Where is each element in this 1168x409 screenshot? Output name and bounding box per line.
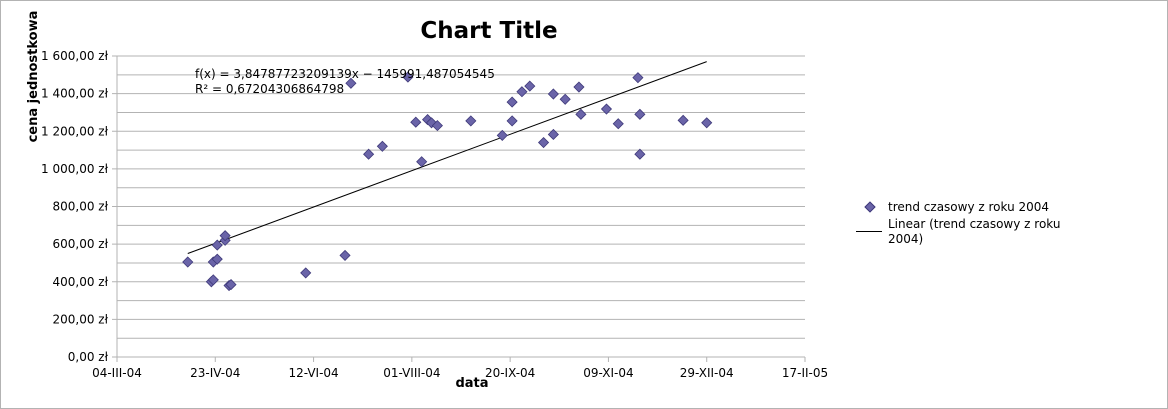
x-tick-label: 23-IV-04 xyxy=(190,366,240,380)
data-point xyxy=(376,140,388,152)
y-tick-label: 800,00 zł xyxy=(52,200,108,214)
data-point xyxy=(701,117,713,129)
trend-line xyxy=(187,61,707,255)
legend-label-scatter: trend czasowy z roku 2004 xyxy=(888,200,1050,214)
data-point xyxy=(465,115,477,127)
x-tick-label: 04-III-04 xyxy=(92,366,142,380)
data-point xyxy=(416,156,428,168)
y-tick-label: 1 000,00 zł xyxy=(41,162,109,176)
x-tick-label: 12-VI-04 xyxy=(288,366,338,380)
legend-label-linear: Linear (trend czasowy z roku 2004) xyxy=(888,217,1061,246)
r-squared-label: R² = 0,67204306864798 xyxy=(195,82,344,96)
y-tick-label: 1 200,00 zł xyxy=(41,124,109,138)
data-point xyxy=(677,114,689,126)
x-tick-label: 17-II-05 xyxy=(782,366,828,380)
data-point xyxy=(573,81,585,93)
data-point xyxy=(524,80,536,92)
y-tick-label: 1 400,00 zł xyxy=(41,87,109,101)
x-tick-label: 09-XI-04 xyxy=(583,366,633,380)
legend-item-linear: Linear (trend czasowy z roku 2004) xyxy=(856,217,1075,247)
data-point xyxy=(496,129,508,141)
legend-line-marker xyxy=(856,217,882,232)
data-point xyxy=(410,116,422,128)
data-point xyxy=(300,267,312,279)
data-point xyxy=(345,77,357,89)
data-point xyxy=(516,86,528,98)
legend-item-scatter: trend czasowy z roku 2004 xyxy=(860,200,1075,215)
data-point xyxy=(219,230,231,242)
data-point xyxy=(634,148,646,160)
data-point xyxy=(537,136,550,149)
data-point xyxy=(612,118,624,130)
chart-title: Chart Title xyxy=(420,18,558,44)
chart-legend: trend czasowy z roku 2004 Linear (trend … xyxy=(856,200,1075,249)
data-point xyxy=(211,239,223,251)
y-tick-label: 0,00 zł xyxy=(68,350,109,364)
data-point xyxy=(339,249,351,261)
data-point xyxy=(600,103,613,115)
data-point xyxy=(559,93,571,105)
regression-equation: f(x) = 3,84787723209139x − 145991,487054… xyxy=(195,67,495,81)
y-tick-label: 600,00 zł xyxy=(52,237,108,251)
data-point xyxy=(547,128,559,141)
data-point xyxy=(402,71,414,83)
x-axis-title: data xyxy=(455,376,488,391)
y-tick-label: 200,00 zł xyxy=(52,312,108,326)
data-point xyxy=(632,72,644,84)
y-tick-label: 400,00 zł xyxy=(52,275,108,289)
data-point xyxy=(207,274,219,286)
data-point xyxy=(575,108,587,120)
data-point xyxy=(634,108,646,120)
data-point xyxy=(547,88,559,100)
y-axis-title: cena jednostkowa xyxy=(26,11,41,143)
legend-diamond-marker xyxy=(860,200,882,214)
data-point xyxy=(211,253,223,265)
data-point xyxy=(431,120,443,132)
data-point xyxy=(506,96,518,108)
data-point xyxy=(363,148,375,160)
data-point xyxy=(182,256,194,268)
x-tick-label: 20-IX-04 xyxy=(485,366,535,380)
x-tick-label: 29-XII-04 xyxy=(680,366,734,380)
y-tick-label: 1 600,00 zł xyxy=(41,49,109,63)
data-point xyxy=(225,279,237,291)
x-tick-label: 01-VIII-04 xyxy=(383,366,440,380)
data-point xyxy=(506,115,518,127)
